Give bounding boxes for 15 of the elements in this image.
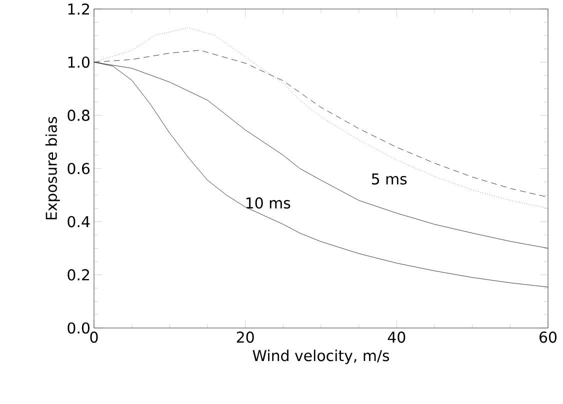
- y-tick-label: 0.4: [68, 216, 90, 228]
- x-tick-label: 0: [90, 332, 98, 343]
- y-axis-title: Exposure bias: [45, 116, 60, 220]
- y-tick-label: 0.6: [68, 162, 90, 174]
- x-tick-label: 40: [388, 332, 406, 343]
- x-axis-title: Wind velocity, m/s: [252, 350, 390, 364]
- y-tick-label: 1.0: [68, 56, 90, 68]
- x-tick-label: 20: [236, 332, 254, 343]
- annotation: 10 ms: [246, 197, 290, 209]
- annotation: 5 ms: [372, 173, 407, 185]
- y-tick-label: 0.0: [68, 322, 90, 334]
- y-tick-label: 1.2: [68, 3, 89, 15]
- x-tick-label: 60: [540, 332, 557, 343]
- y-tick-label: 0.8: [68, 110, 90, 121]
- y-tick-label: 0.2: [68, 269, 89, 280]
